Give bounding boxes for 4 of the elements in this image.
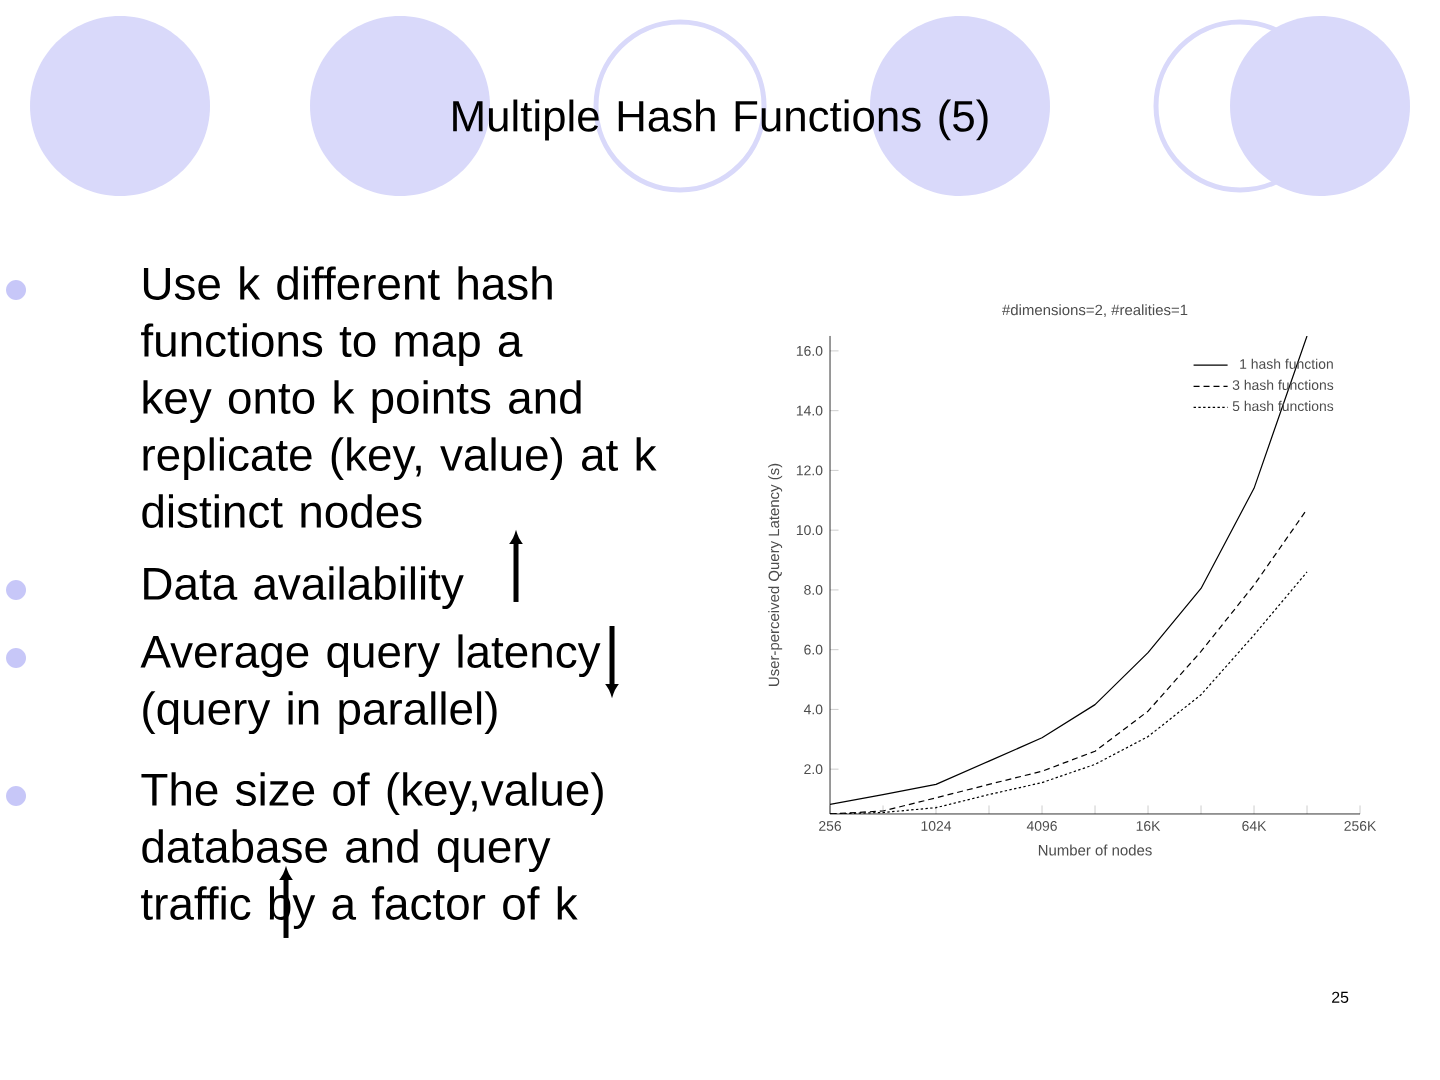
chart-title: Multiple Hash Functions (5) [453,99,988,141]
text: Data availability [144,566,464,610]
text: Average query latency (query in parallel) [140,634,601,735]
text: Use k different hash functions to map a key onto k points and replicate (key, value) at k distinct nodes [141,266,657,528]
